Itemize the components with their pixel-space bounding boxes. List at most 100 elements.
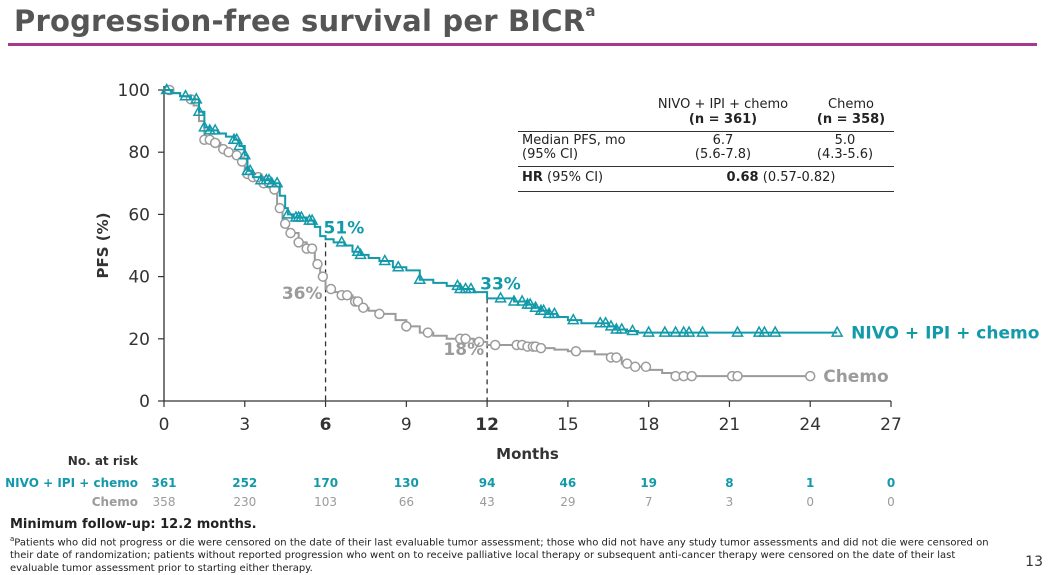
median-pfs-nivo-value: 6.7	[712, 133, 734, 148]
title-divider	[8, 43, 1037, 46]
censor-mark-nivo	[537, 303, 550, 316]
censor-mark-chemo	[535, 342, 547, 354]
censor-mark-nivo	[233, 138, 246, 151]
censor-mark-nivo	[529, 300, 542, 312]
footnote-text: Patients who did not progress or die wer…	[10, 537, 989, 575]
censor-mark-nivo	[604, 319, 618, 331]
median-pfs-chemo-ci: (4.3-5.6)	[816, 147, 874, 162]
series-label-chemo: Chemo	[823, 367, 889, 387]
censor-mark-chemo	[401, 321, 412, 332]
x-tick-label: 12	[475, 415, 499, 435]
median-pfs-label-main: Median PFS, mo	[522, 133, 626, 148]
hr-value: 0.68 (0.57-0.82)	[668, 171, 894, 185]
censor-mark-chemo	[489, 339, 501, 351]
at-risk-value-nivo: 170	[313, 476, 338, 490]
censor-mark-nivo	[566, 313, 580, 325]
censor-mark-nivo	[731, 325, 744, 337]
censor-mark-nivo	[305, 213, 319, 225]
censor-mark-chemo	[285, 227, 296, 239]
landmark-label-chemo-12: 18%	[443, 340, 484, 360]
censor-mark-nivo	[190, 92, 203, 104]
censor-mark-chemo	[341, 290, 353, 301]
hr-label-bold: HR	[522, 170, 543, 185]
censor-mark-chemo	[629, 361, 641, 373]
censor-mark-nivo	[669, 325, 682, 337]
censor-mark-chemo	[306, 243, 318, 254]
footnote-marker: a	[10, 535, 15, 543]
x-tick-label: 18	[638, 415, 660, 435]
at-risk-value-nivo: 252	[232, 476, 257, 490]
at-risk-value-chemo: 29	[560, 495, 575, 509]
censor-mark-nivo	[768, 325, 782, 337]
x-tick-label: 27	[880, 415, 902, 435]
at-risk-value-chemo: 230	[233, 495, 256, 509]
x-tick-label: 9	[401, 415, 412, 435]
min-follow-up: Minimum follow-up: 12.2 months.	[10, 517, 257, 532]
at-risk-value-chemo: 103	[314, 495, 337, 509]
x-tick-label: 15	[557, 415, 579, 435]
at-risk-value-nivo: 94	[479, 476, 496, 490]
censor-mark-nivo	[515, 294, 529, 306]
censor-mark-chemo	[325, 283, 337, 295]
page-title-text: Progression-free survival per BICR	[14, 4, 586, 38]
censor-mark-nivo	[208, 123, 222, 135]
at-risk-value-chemo: 66	[399, 495, 414, 509]
censor-mark-nivo	[758, 325, 771, 337]
at-risk-value-chemo: 43	[479, 495, 494, 509]
censor-mark-nivo	[682, 325, 696, 337]
at-risk-value-chemo: 358	[153, 495, 176, 509]
median-pfs-chemo-value: 5.0	[834, 133, 856, 148]
at-risk-value-nivo: 130	[394, 476, 419, 490]
censor-mark-nivo	[335, 235, 348, 247]
censor-mark-nivo	[192, 104, 206, 117]
at-risk-value-chemo: 0	[887, 495, 895, 509]
censor-mark-chemo	[312, 258, 323, 270]
landmark-label-chemo-6: 36%	[282, 284, 323, 304]
censor-mark-chemo	[640, 361, 652, 373]
censor-mark-chemo	[358, 302, 369, 313]
landmark-label-nivo-12: 33%	[480, 274, 521, 294]
censor-mark-nivo	[464, 281, 478, 294]
censor-mark-nivo	[160, 82, 173, 95]
censor-mark-nivo	[281, 207, 295, 219]
median-pfs-chemo: 5.0 (4.3-5.6)	[802, 134, 888, 162]
censor-mark-nivo	[830, 325, 844, 337]
hr-label: HR (95% CI)	[522, 171, 603, 185]
header-nivo-n: (n = 361)	[688, 112, 758, 127]
at-risk-title: No. at risk	[68, 454, 139, 468]
at-risk-label-nivo: NIVO + IPI + chemo	[5, 476, 138, 490]
censor-mark-chemo	[293, 237, 304, 248]
y-axis-title: PFS (%)	[94, 212, 112, 278]
censor-mark-chemo	[209, 137, 221, 149]
censor-mark-nivo	[391, 260, 405, 272]
at-risk-value-chemo: 0	[806, 495, 814, 509]
censor-mark-chemo	[686, 370, 697, 382]
y-tick-label: 80	[128, 143, 150, 163]
censor-mark-nivo	[626, 323, 639, 336]
median-pfs-label: Median PFS, mo (95% CI)	[522, 134, 626, 162]
header-nivo-name: NIVO + IPI + chemo	[657, 97, 789, 112]
at-risk-value-nivo: 19	[640, 476, 657, 490]
censor-mark-nivo	[548, 306, 561, 319]
at-risk-value-nivo: 0	[887, 476, 895, 490]
censor-mark-nivo	[230, 132, 243, 145]
censor-mark-chemo	[804, 370, 816, 382]
y-tick-label: 40	[128, 268, 150, 288]
page-title: Progression-free survival per BICRa	[14, 2, 596, 38]
median-pfs-nivo-ci: (5.6-7.8)	[694, 147, 752, 162]
censor-mark-nivo	[179, 89, 192, 101]
page-number: 13	[1025, 554, 1043, 570]
table-header: NIVO + IPI + chemo (n = 361) Chemo (n = …	[518, 97, 894, 131]
censor-mark-nivo	[243, 163, 257, 176]
at-risk-value-nivo: 46	[560, 476, 577, 490]
y-tick-label: 20	[128, 330, 150, 350]
censor-mark-nivo	[642, 325, 655, 337]
censor-mark-chemo	[317, 271, 329, 282]
x-tick-label: 21	[719, 415, 741, 435]
footnote: aPatients who did not progress or die we…	[10, 533, 1000, 575]
censor-mark-chemo	[460, 333, 471, 345]
censor-mark-chemo	[570, 345, 582, 357]
censor-mark-nivo	[413, 272, 427, 284]
at-risk-value-nivo: 361	[151, 476, 176, 490]
censor-mark-nivo	[295, 210, 308, 222]
